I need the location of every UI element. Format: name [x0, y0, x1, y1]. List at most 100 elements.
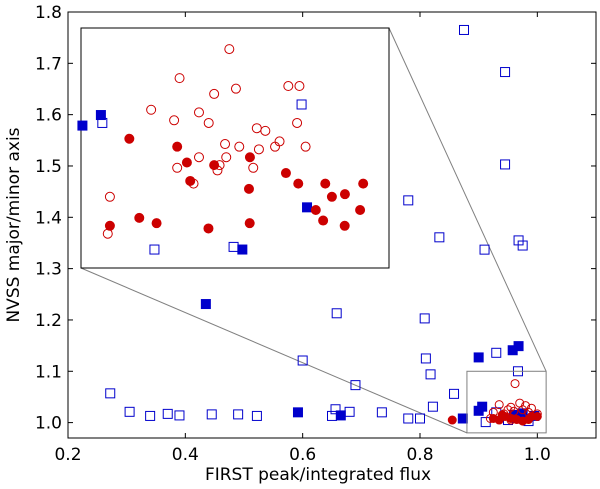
filled-blue-square-point: [200, 299, 211, 310]
open-red-circle-point: [283, 81, 294, 92]
filled-red-circle-point: [151, 218, 162, 229]
y-tick-label: 1.1: [35, 362, 62, 382]
open-red-circle-point: [193, 107, 204, 118]
open-red-circle-point: [209, 88, 220, 99]
y-tick-label: 1.8: [35, 3, 62, 23]
y-tick-label: 1.4: [35, 208, 62, 228]
filled-red-circle-point: [209, 160, 220, 171]
open-red-circle-point: [193, 152, 204, 163]
filled-red-circle-point: [310, 204, 321, 215]
filled-blue-square-point: [473, 352, 484, 363]
open-red-circle-point: [253, 144, 264, 155]
y-tick-label: 1.3: [35, 260, 62, 280]
open-red-circle-point: [510, 379, 520, 389]
filled-blue-square-point: [335, 410, 346, 421]
open-blue-square-point: [331, 308, 342, 319]
open-red-circle-point: [220, 139, 231, 150]
open-blue-square-point: [233, 409, 244, 420]
y-axis-label: NVSS major/minor axis: [4, 127, 24, 322]
open-blue-square-point: [174, 410, 185, 421]
open-red-circle-point: [146, 104, 157, 115]
open-blue-square-point: [149, 244, 160, 255]
open-red-circle-point: [221, 152, 232, 163]
open-blue-square-point: [327, 410, 337, 421]
filled-red-circle-point: [172, 141, 183, 152]
filled-red-circle-point: [339, 220, 350, 231]
filled-blue-square-point: [513, 341, 524, 352]
plot-area-frame: [67, 11, 597, 439]
open-blue-square-point: [297, 355, 308, 366]
open-blue-square-point: [517, 240, 528, 251]
open-red-circle-point: [224, 44, 235, 55]
x-tick-label: 0.6: [289, 445, 316, 465]
filled-red-circle-point: [339, 189, 350, 200]
filled-red-circle-point: [181, 157, 192, 168]
open-red-circle-point: [518, 405, 528, 415]
y-tick-label: 1.5: [35, 157, 62, 177]
y-tick-label: 1.2: [35, 311, 62, 331]
zoom-connector-lower: [80, 267, 468, 434]
filled-blue-square-point: [237, 244, 248, 255]
filled-red-circle-point: [318, 215, 329, 226]
open-red-circle-point: [270, 141, 281, 152]
open-blue-square-point: [425, 369, 436, 380]
open-blue-square-point: [124, 406, 135, 417]
filled-red-circle-point: [203, 223, 214, 234]
filled-red-circle-point: [244, 152, 255, 163]
filled-red-circle-point: [280, 168, 291, 179]
open-red-circle-point: [300, 141, 311, 152]
open-blue-square-point: [449, 388, 460, 399]
open-blue-square-point: [376, 407, 387, 418]
filled-blue-square-point: [473, 405, 484, 416]
filled-red-circle-point: [104, 220, 115, 231]
filled-blue-square-point: [77, 120, 88, 131]
open-blue-square-point: [162, 408, 173, 419]
filled-blue-square-point: [302, 202, 313, 213]
filled-red-circle-point: [524, 415, 534, 425]
filled-red-circle-point: [244, 218, 255, 229]
open-blue-square-point: [491, 347, 502, 358]
x-tick-label: 0.8: [406, 445, 433, 465]
open-red-circle-point: [260, 125, 271, 136]
x-tick-label: 0.4: [172, 445, 199, 465]
axis-ticks: 0.2 0.4 0.6 0.8 1.0 1.0 1.1 1.2 1.3 1.4 1.5 1.6 1.7 1…: [35, 3, 596, 465]
open-blue-square-point: [350, 380, 361, 391]
open-blue-square-point: [403, 413, 414, 424]
open-blue-square-point: [403, 195, 414, 206]
open-blue-square-point: [296, 99, 307, 110]
open-red-circle-point: [230, 83, 241, 94]
y-tick-label: 1.6: [35, 106, 62, 126]
open-blue-square-point: [459, 24, 469, 35]
open-red-circle-point: [294, 81, 305, 92]
open-blue-square-point: [344, 406, 355, 417]
open-red-circle-point: [494, 400, 504, 410]
x-tick-label: 1.0: [524, 445, 551, 465]
open-red-circle-point: [203, 117, 214, 128]
open-red-circle-point: [234, 141, 245, 152]
y-tick-label: 1.0: [35, 414, 62, 434]
filled-red-circle-point: [326, 191, 337, 202]
x-axis-label: FIRST peak/integrated flux: [205, 465, 431, 485]
filled-red-circle-point: [134, 212, 145, 223]
open-blue-square-point: [479, 244, 490, 255]
inset-data-points: [77, 44, 369, 255]
open-blue-square-point: [500, 67, 511, 78]
open-red-circle-point: [174, 73, 185, 84]
zoom-connector-lines: [80, 27, 547, 434]
filled-red-circle-point: [293, 178, 304, 189]
open-blue-square-point: [434, 232, 445, 243]
x-tick-label: 0.2: [54, 445, 81, 465]
main-data-points: [105, 24, 542, 428]
open-blue-square-point: [251, 410, 262, 421]
zoom-source-box: [466, 370, 547, 434]
open-blue-square-point: [500, 159, 511, 170]
filled-red-circle-point: [506, 413, 516, 423]
open-blue-square-point: [419, 313, 430, 324]
filled-blue-square-point: [95, 110, 106, 121]
filled-red-circle-point: [355, 204, 366, 215]
open-red-circle-point: [292, 117, 303, 128]
filled-red-circle-point: [124, 133, 135, 144]
open-blue-square-point: [105, 388, 116, 399]
open-red-circle-point: [248, 162, 259, 173]
